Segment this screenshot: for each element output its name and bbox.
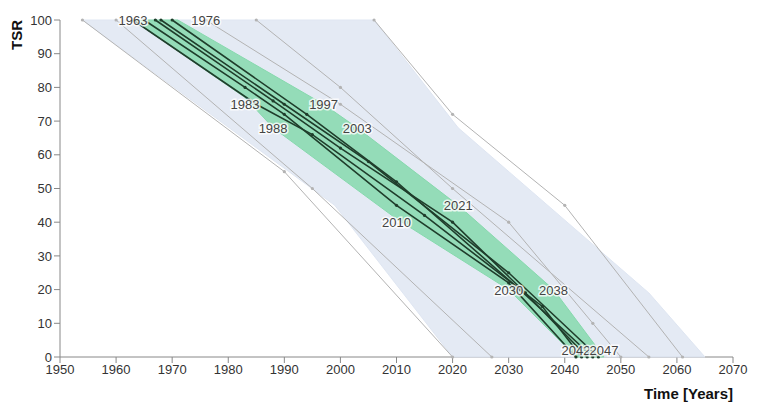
svg-text:2040: 2040 <box>550 362 579 377</box>
svg-text:2021: 2021 <box>444 198 473 213</box>
svg-text:1988: 1988 <box>259 121 288 136</box>
svg-text:2000: 2000 <box>326 362 355 377</box>
svg-text:80: 80 <box>38 80 52 95</box>
svg-text:2050: 2050 <box>606 362 635 377</box>
svg-text:1980: 1980 <box>214 362 243 377</box>
svg-text:70: 70 <box>38 114 52 129</box>
svg-text:2042: 2042 <box>562 343 591 358</box>
svg-text:1976: 1976 <box>191 13 220 28</box>
svg-text:2060: 2060 <box>662 362 691 377</box>
svg-text:60: 60 <box>38 147 52 162</box>
svg-text:1997: 1997 <box>309 97 338 112</box>
svg-text:1960: 1960 <box>102 362 131 377</box>
svg-text:0: 0 <box>45 350 52 365</box>
svg-text:1963: 1963 <box>118 13 147 28</box>
svg-text:1983: 1983 <box>231 97 260 112</box>
svg-text:2047: 2047 <box>590 343 619 358</box>
svg-text:2030: 2030 <box>494 362 523 377</box>
svg-text:100: 100 <box>30 13 52 28</box>
svg-text:2003: 2003 <box>343 121 372 136</box>
svg-text:TSR: TSR <box>8 20 25 50</box>
svg-text:1970: 1970 <box>158 362 187 377</box>
svg-text:30: 30 <box>38 249 52 264</box>
svg-text:40: 40 <box>38 215 52 230</box>
svg-text:2030: 2030 <box>494 283 523 298</box>
svg-text:2010: 2010 <box>382 215 411 230</box>
svg-text:2070: 2070 <box>719 362 748 377</box>
svg-text:2038: 2038 <box>539 283 568 298</box>
svg-text:Time [Years]: Time [Years] <box>644 385 733 402</box>
svg-text:1950: 1950 <box>45 362 75 378</box>
svg-text:50: 50 <box>38 181 52 196</box>
svg-text:20: 20 <box>38 282 52 297</box>
svg-text:1990: 1990 <box>270 362 299 377</box>
svg-text:2020: 2020 <box>438 362 467 377</box>
svg-text:10: 10 <box>38 316 52 331</box>
svg-text:90: 90 <box>38 46 52 61</box>
svg-text:2010: 2010 <box>382 362 411 377</box>
